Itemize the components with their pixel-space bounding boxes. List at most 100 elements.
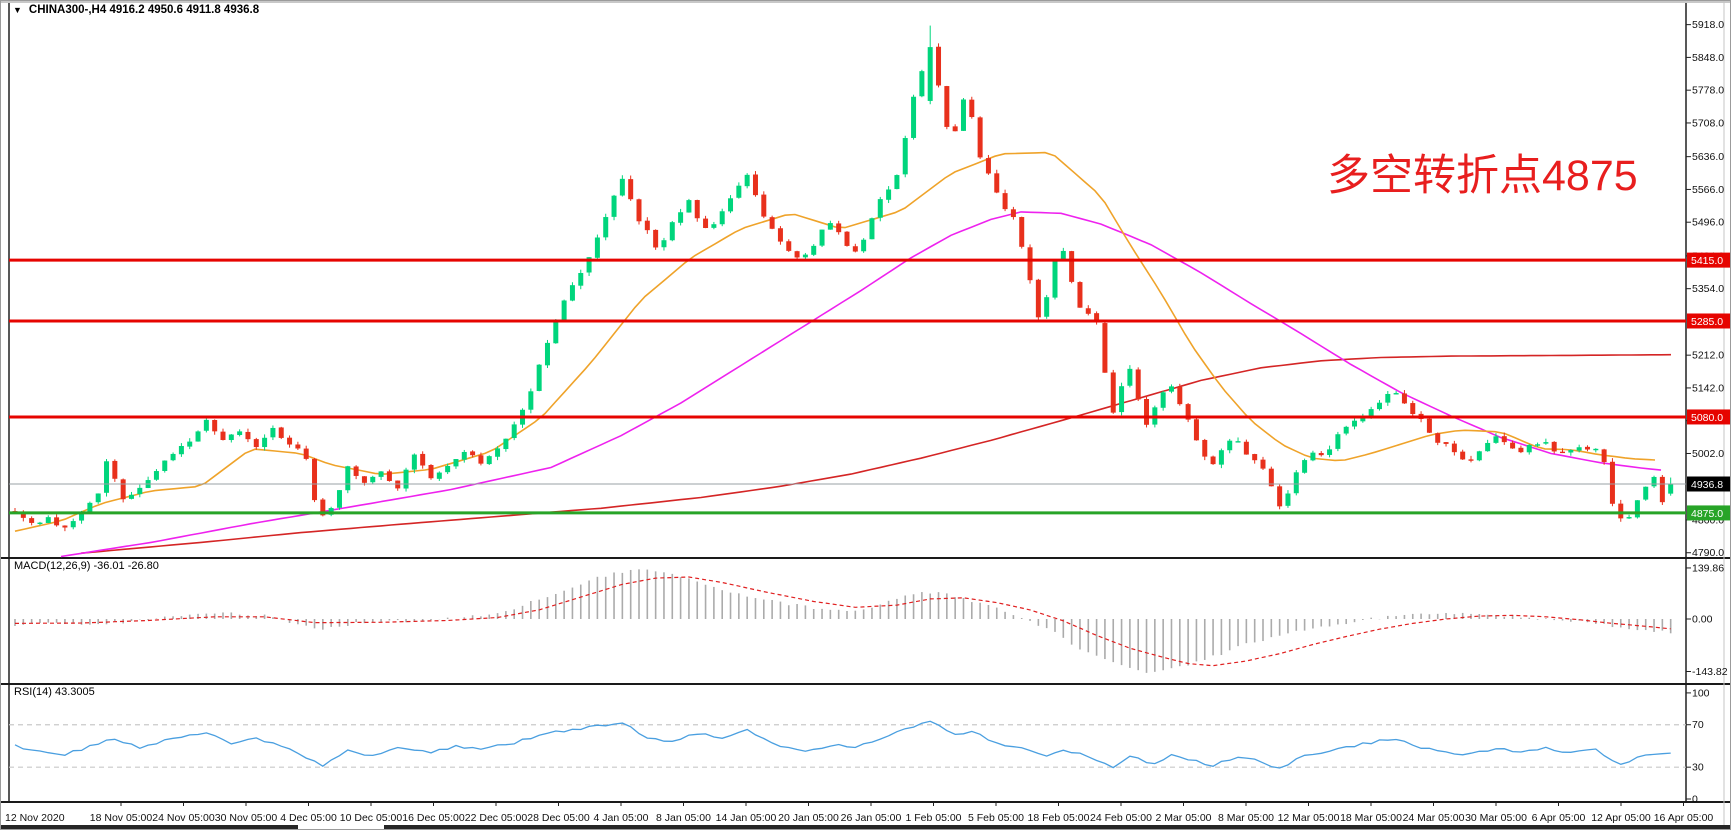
candle-body <box>694 200 700 219</box>
time-label: 10 Dec 05:00 <box>340 812 403 824</box>
time-label: 18 Nov 05:00 <box>90 812 153 824</box>
candle-body <box>1044 297 1050 317</box>
candle-body <box>436 472 442 479</box>
candle-body <box>744 174 750 187</box>
candle-body <box>1202 439 1208 457</box>
candle-body <box>586 257 592 273</box>
candle-body <box>1368 409 1374 416</box>
candle-body <box>1268 468 1274 487</box>
candle-body <box>1252 454 1258 461</box>
candle-body <box>461 451 467 460</box>
candle-body <box>203 419 209 431</box>
candle-body <box>861 239 867 252</box>
candle-body <box>1310 452 1316 461</box>
candle-body <box>253 439 259 448</box>
candle-body <box>1651 476 1657 487</box>
candle-body <box>802 254 808 258</box>
time-axis[interactable] <box>1 802 1730 827</box>
candle-body <box>1468 459 1474 461</box>
candle-body <box>1285 493 1291 506</box>
candle-body <box>678 212 684 223</box>
time-label: 12 Apr 05:00 <box>1591 812 1651 824</box>
candle-body <box>578 273 584 286</box>
candle-body <box>1218 450 1224 465</box>
candle-body <box>403 469 409 489</box>
ma-mid-line <box>60 211 1662 558</box>
candle-body <box>45 517 51 523</box>
candle-body <box>936 46 942 86</box>
candle-body <box>1335 434 1341 449</box>
price-badge-label: 4875.0 <box>1691 508 1723 520</box>
candle-body <box>411 454 417 470</box>
candle-body <box>336 490 342 508</box>
candle-body <box>1293 472 1299 494</box>
candle-body <box>1643 486 1649 500</box>
candle-body <box>644 220 650 231</box>
candle-body <box>628 179 634 200</box>
price-tick-label: 5354.0 <box>1692 283 1724 295</box>
candle-body <box>1227 440 1233 451</box>
macd-axis-label: -143.82 <box>1692 666 1728 678</box>
candle-body <box>911 96 917 138</box>
candle-body <box>245 431 251 440</box>
candle-body <box>1493 436 1499 443</box>
candle-body <box>1035 279 1041 318</box>
candle-body <box>287 437 293 445</box>
time-label: 16 Apr 05:00 <box>1654 812 1714 824</box>
time-label: 24 Mar 05:00 <box>1403 812 1465 824</box>
candle-body <box>653 229 659 248</box>
candle-body <box>1510 442 1516 449</box>
candle-body <box>852 246 858 252</box>
chart-header: ▼ CHINA300-,H4 4916.2 4950.6 4911.8 4936.… <box>13 4 259 16</box>
chevron-down-icon[interactable]: ▼ <box>13 5 22 15</box>
ohlc-values-label: 4916.2 4950.6 4911.8 4936.8 <box>109 4 260 16</box>
candle-body <box>1476 451 1482 461</box>
candle-body <box>170 453 176 461</box>
candle-body <box>1010 209 1016 218</box>
candle-body <box>1634 500 1640 518</box>
candle-body <box>87 502 93 514</box>
price-tick-label: 5848.0 <box>1692 52 1724 64</box>
candle-body <box>1410 403 1416 415</box>
price-tick-label: 5918.0 <box>1692 19 1724 31</box>
candle-body <box>719 211 725 225</box>
candle-body <box>1385 393 1391 403</box>
candle-body <box>1185 404 1191 420</box>
candle-body <box>187 441 193 447</box>
candle-body <box>1019 217 1025 247</box>
candle-body <box>1127 368 1133 386</box>
macd-indicator-label: MACD(12,26,9) -36.01 -26.80 <box>14 560 159 572</box>
price-tick-label: 5708.0 <box>1692 117 1724 129</box>
candle-body <box>70 521 76 528</box>
price-tick-label: 5566.0 <box>1692 184 1724 196</box>
candle-body <box>120 479 126 500</box>
candle-body <box>544 342 550 366</box>
price-level-lines[interactable] <box>9 258 1686 515</box>
candle-body <box>836 223 842 233</box>
candle-body <box>869 218 875 240</box>
candle-body <box>328 508 334 515</box>
time-label: 24 Nov 05:00 <box>152 812 215 824</box>
price-tick-label: 5002.0 <box>1692 448 1724 460</box>
candle-body <box>636 199 642 222</box>
price-axis[interactable] <box>1682 3 1728 802</box>
time-label: 28 Dec 05:00 <box>527 812 590 824</box>
candle-body <box>112 460 118 479</box>
candle-body <box>1618 503 1624 519</box>
candle-body <box>212 419 218 432</box>
candle-body <box>20 513 26 518</box>
candlestick-layer <box>12 25 1674 532</box>
price-badge-label: 5415.0 <box>1691 255 1723 267</box>
candle-body <box>1485 442 1491 452</box>
candle-body <box>1052 260 1058 298</box>
candle-body <box>728 198 734 212</box>
candle-body <box>1060 250 1066 260</box>
chart-annotation-text[interactable]: 多空转折点4875 <box>1327 152 1638 200</box>
time-label: 30 Nov 05:00 <box>215 812 278 824</box>
candle-body <box>944 86 950 127</box>
candle-body <box>528 391 534 410</box>
candle-body <box>361 476 367 483</box>
candle-body <box>278 427 284 438</box>
candle-body <box>1435 433 1441 443</box>
